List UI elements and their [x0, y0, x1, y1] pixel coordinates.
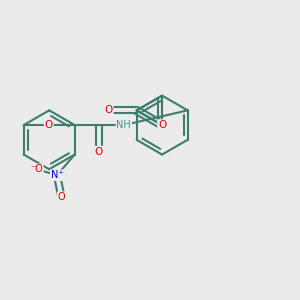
- Text: NH: NH: [116, 120, 131, 130]
- Text: O: O: [104, 105, 113, 116]
- Text: O: O: [158, 120, 166, 130]
- Text: O: O: [45, 120, 53, 130]
- Text: N⁺: N⁺: [51, 170, 63, 180]
- Text: O: O: [58, 192, 65, 202]
- Text: O: O: [95, 147, 103, 157]
- Text: ⁻O: ⁻O: [30, 164, 43, 174]
